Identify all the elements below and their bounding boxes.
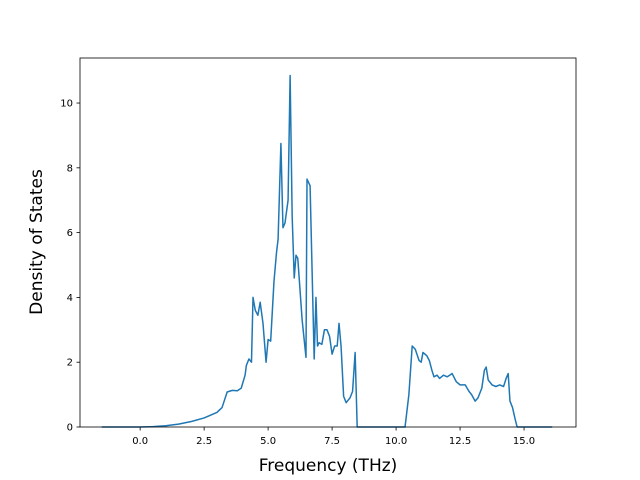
x-axis-label: Frequency (THz) — [259, 456, 398, 476]
x-tick-label: 15.0 — [513, 436, 535, 447]
y-tick-label: 4 — [67, 293, 73, 304]
x-tick-label: 7.5 — [324, 436, 340, 447]
x-tick-label: 2.5 — [196, 436, 212, 447]
y-axis-label: Density of States — [27, 169, 47, 315]
y-tick-label: 0 — [67, 423, 73, 434]
x-tick-label: 0.0 — [132, 436, 148, 447]
x-tick-label: 5.0 — [260, 436, 276, 447]
axes-frame — [79, 57, 577, 428]
x-tick-label: 12.5 — [449, 436, 471, 447]
line — [101, 74, 553, 428]
y-tick-label: 8 — [67, 163, 73, 174]
y-tick-label: 10 — [60, 99, 73, 110]
x-tick-label: 10.0 — [385, 436, 407, 447]
y-tick-label: 6 — [67, 228, 73, 239]
y-tick-label: 2 — [67, 358, 73, 369]
